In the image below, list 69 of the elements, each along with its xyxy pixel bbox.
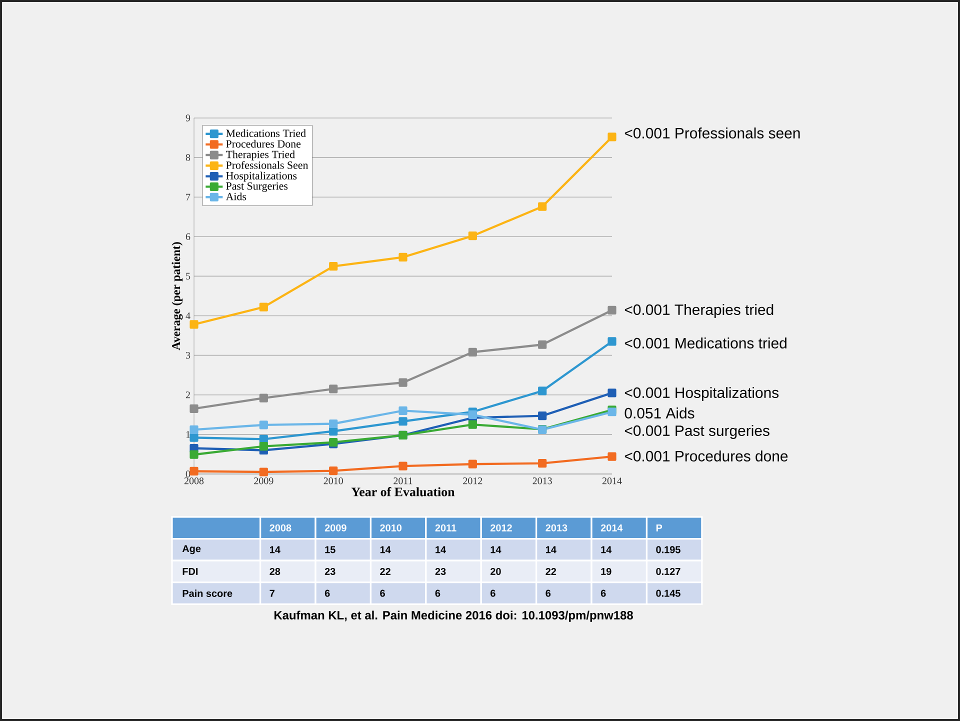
x-tick-label: 2010: [380, 524, 402, 532]
data-label: 14: [380, 546, 391, 554]
data-label: 22: [546, 568, 556, 575]
data-label: 7: [270, 590, 274, 597]
data-label: 14: [490, 546, 502, 554]
legend-label: Hospitalizations: [226, 172, 297, 182]
y-tick-label: 4: [186, 312, 190, 320]
x-tick-label: 2014: [602, 478, 622, 484]
x-tick-label: 2012: [463, 478, 482, 484]
legend-label: Procedures Done: [226, 140, 301, 148]
y-tick-label: 3: [186, 352, 190, 359]
data-label: 23: [324, 568, 336, 576]
data-label: 0.145: [656, 590, 680, 597]
text: <0.001 Professionals seen: [624, 128, 800, 138]
x-axis-title: Year of Evaluation: [351, 487, 455, 496]
data-label: 20: [490, 568, 501, 576]
y-tick-label: 8: [186, 154, 190, 161]
x-tick-label: 2010: [324, 478, 343, 484]
x-tick-label: 2009: [324, 524, 346, 532]
data-label: 6: [435, 590, 440, 597]
x-tick-label: 2011: [435, 524, 456, 532]
x-tick-label: 2008: [184, 478, 204, 484]
data-label: 19: [601, 568, 612, 576]
x-tick-label: 2014: [600, 524, 623, 532]
data-label: 6: [324, 590, 330, 597]
legend-label: Professionals Seen: [226, 161, 308, 169]
text: <0.001 Medications tried: [624, 337, 786, 348]
data-label: 6: [546, 590, 551, 597]
text: Kaufman KL, et al. Pain Medicine 2016 doi: 10.1093/pm/pnw188: [274, 610, 633, 622]
data-label: 6: [600, 590, 606, 597]
y-tick-label: 9: [186, 114, 190, 122]
legend-label: Therapies Tried: [226, 150, 295, 160]
legend-label: Medications Tried: [226, 129, 306, 138]
data-label: 0.195: [656, 546, 680, 554]
x-tick-label: 2011: [394, 478, 412, 484]
y-tick-label: 2: [186, 392, 190, 398]
y-tick-label: 6: [186, 233, 190, 240]
x-tick-label: 2008: [270, 524, 292, 532]
data-label: 14: [546, 546, 556, 554]
data-label: 0.127: [656, 568, 680, 576]
text: <0.001 Hospitalizations: [624, 387, 779, 401]
x-tick-label: P: [656, 524, 662, 532]
text: 0.051 Aids: [624, 408, 694, 418]
data-label: 14: [270, 546, 280, 554]
x-tick-label: 2013: [532, 478, 552, 484]
data-label: 15: [325, 546, 336, 554]
x-tick-label: 2012: [490, 524, 512, 532]
y-tick-label: 7: [186, 194, 190, 200]
legend-label: Aids: [226, 192, 246, 200]
y-tick-label: 1: [186, 431, 190, 438]
y-axis-title: Average (per patient): [172, 242, 183, 350]
text: <0.001 Procedures done: [624, 450, 788, 462]
y-tick-label: Pain score: [182, 590, 232, 597]
x-tick-label: 2013: [546, 524, 568, 532]
data-label: 6: [380, 590, 385, 597]
data-label: 28: [270, 568, 280, 576]
data-label: 14: [601, 546, 612, 554]
data-label: 23: [435, 568, 446, 576]
y-tick-label: FDI: [182, 568, 198, 575]
y-tick-label: Age: [182, 545, 201, 554]
y-tick-label: 5: [186, 272, 190, 280]
legend-label: Past Surgeries: [226, 182, 288, 192]
data-label: 22: [380, 568, 390, 575]
data-label: 6: [490, 590, 496, 597]
text: <0.001 Past surgeries: [624, 425, 770, 439]
text: <0.001 Therapies tried: [624, 304, 774, 318]
data-label: 14: [436, 546, 446, 554]
y-tick-label: 0: [186, 470, 190, 478]
x-tick-label: 2009: [254, 478, 274, 484]
